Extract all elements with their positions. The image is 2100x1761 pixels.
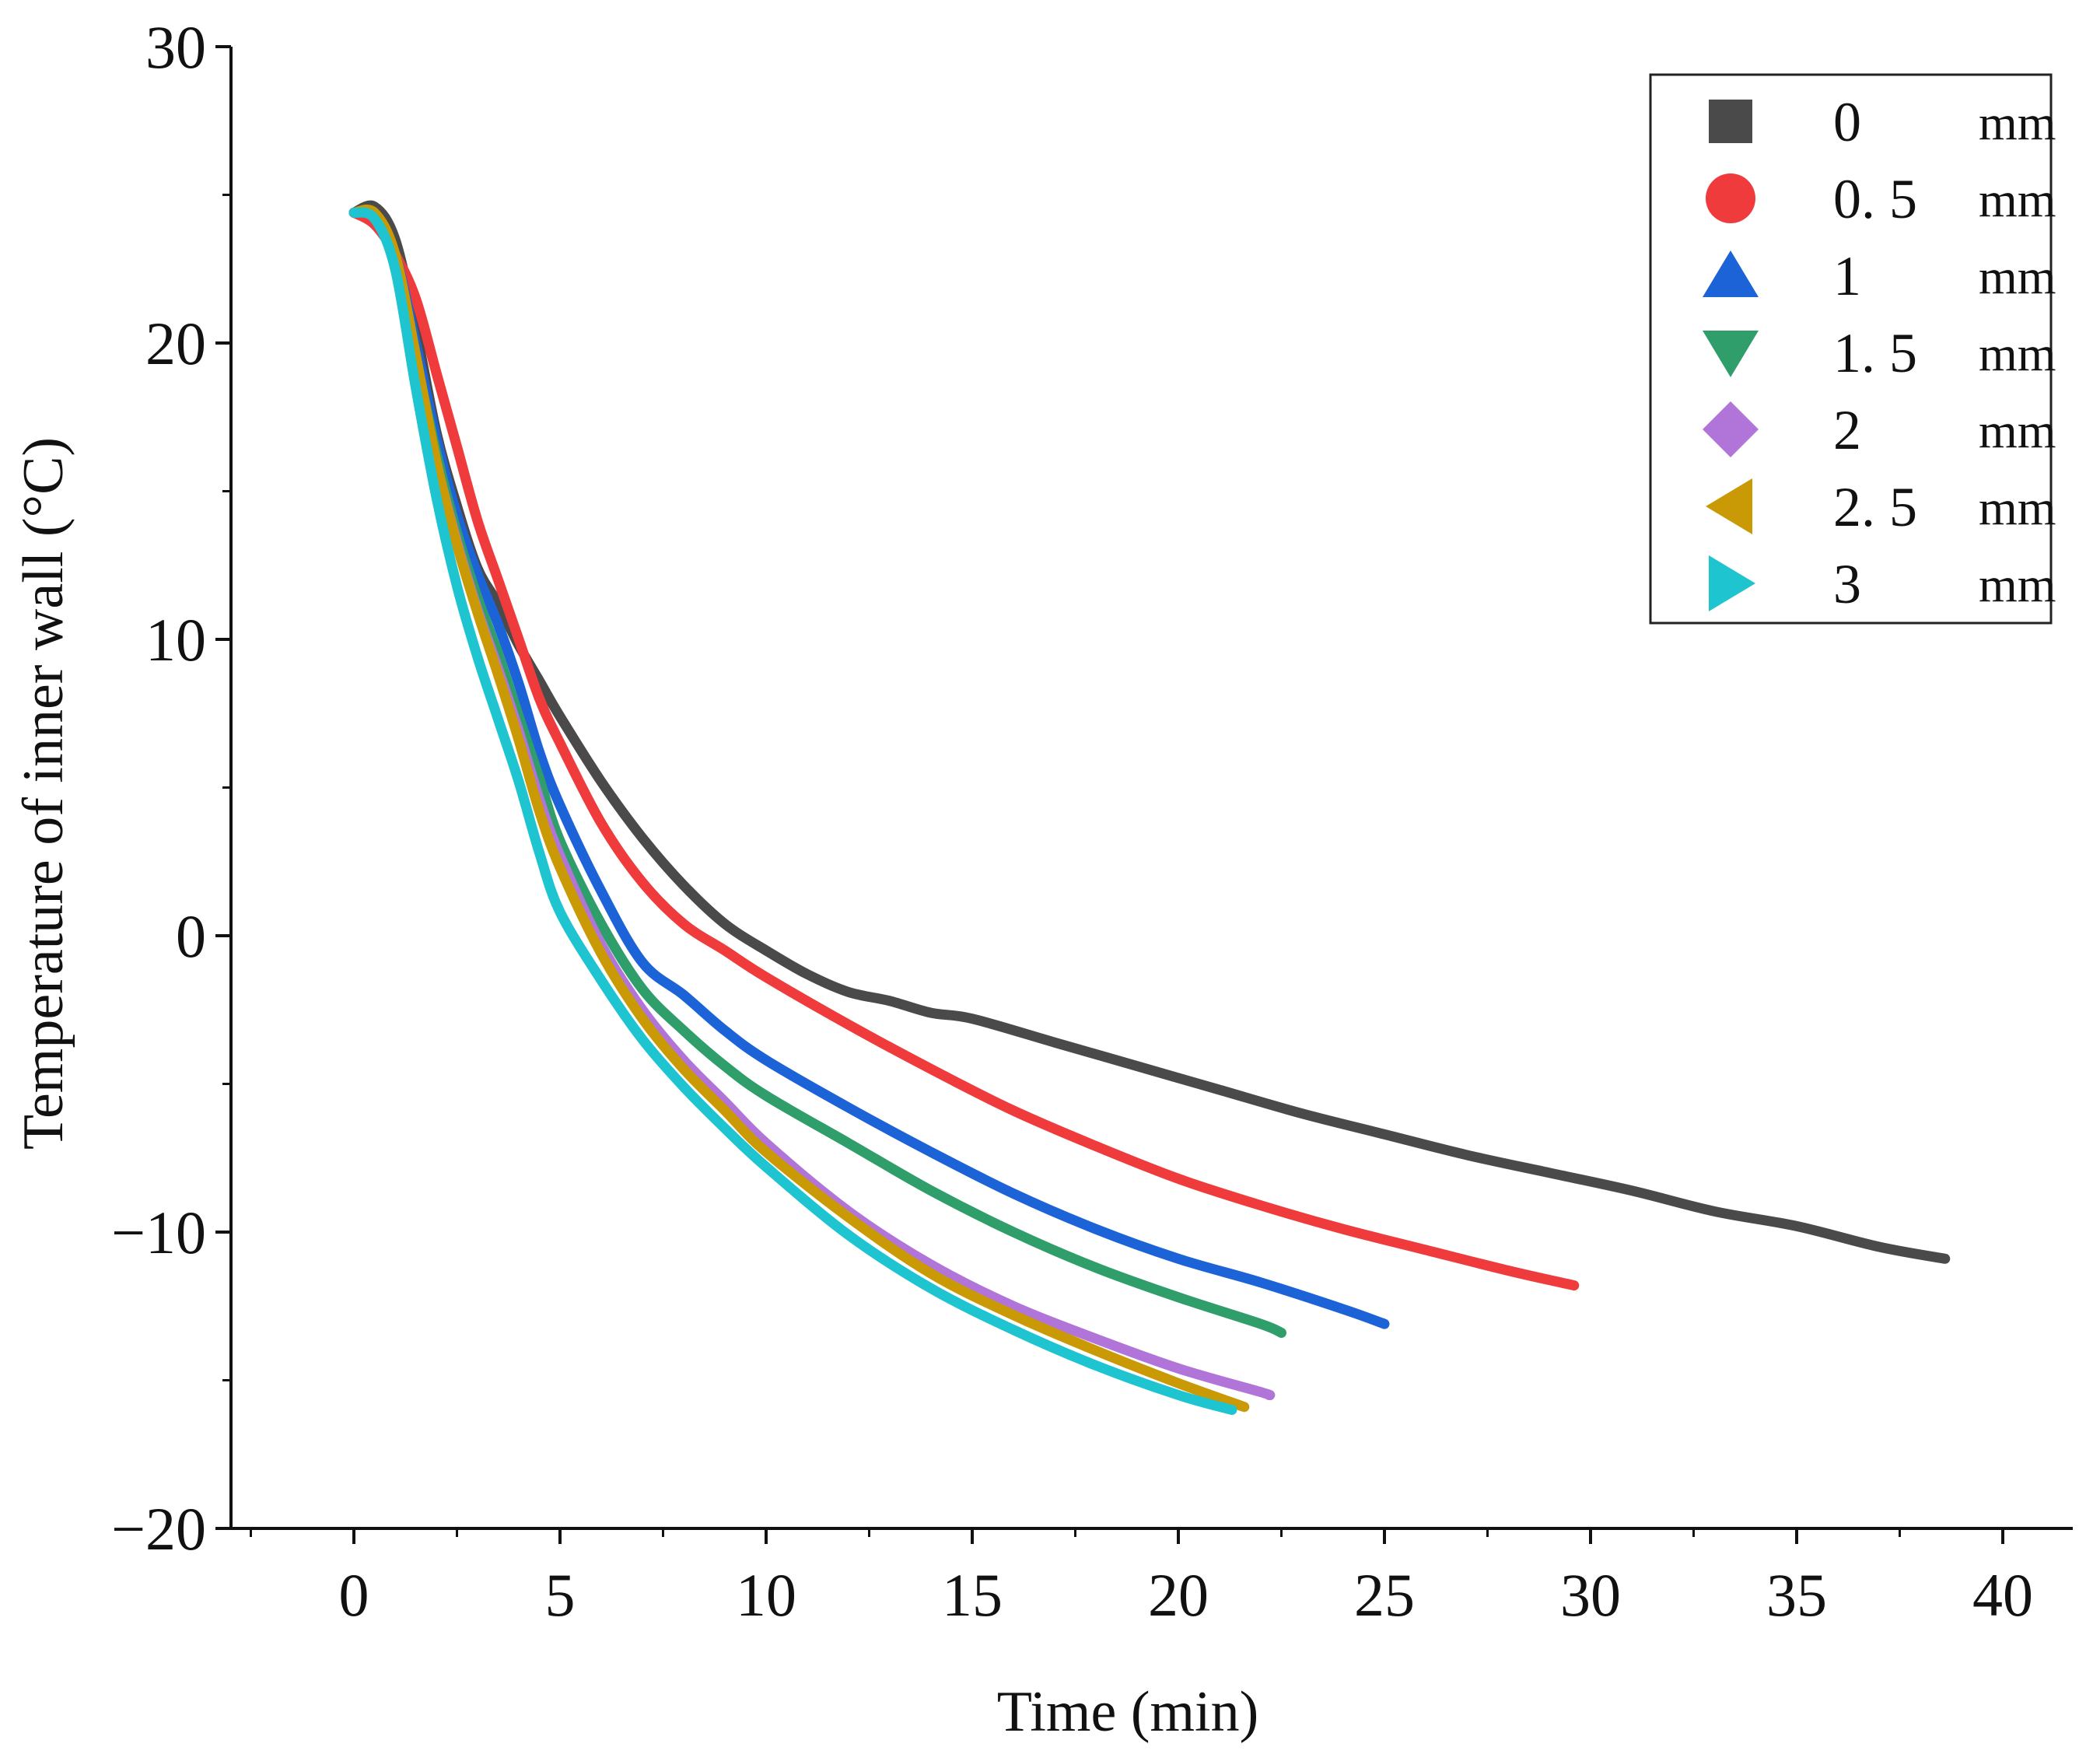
legend-unit: mm — [1979, 403, 2056, 458]
y-tick-label: 30 — [145, 13, 206, 81]
legend-label: 1 — [1833, 245, 1861, 307]
legend-unit: mm — [1979, 95, 2056, 150]
series-layer — [348, 200, 1951, 1416]
y-tick-label: 10 — [145, 606, 206, 674]
legend-unit: mm — [1979, 557, 2056, 612]
x-tick-label: 35 — [1766, 1561, 1827, 1629]
legend-label: 0. 5 — [1833, 168, 1917, 230]
x-axis-title: Time (min) — [997, 1680, 1258, 1744]
x-tick-label: 0 — [339, 1561, 369, 1629]
series-line-0-5-mm — [348, 207, 1580, 1291]
legend-marker-square — [1709, 100, 1752, 143]
legend-marker-triangle-left — [1706, 478, 1752, 534]
series-line-2-mm — [348, 206, 1276, 1401]
legend-label: 1. 5 — [1833, 322, 1917, 384]
legend: 0 mm 0. 5 mm 1 mm 1. 5 mm 2 mm 2. 5 mm 3 mm — [1649, 73, 2056, 625]
x-tick-label: 25 — [1354, 1561, 1415, 1629]
legend-marker-triangle-right — [1709, 555, 1755, 611]
legend-unit: mm — [1979, 249, 2056, 304]
legend-marker-diamond — [1703, 401, 1759, 457]
y-axis-title: Temperature of inner wall (°C) — [12, 437, 75, 1150]
legend-unit: mm — [1979, 326, 2056, 381]
legend-label: 2. 5 — [1833, 476, 1917, 538]
legend-marker-triangle-down — [1703, 331, 1759, 377]
y-tick-label: 20 — [145, 310, 206, 377]
x-tick-label: 30 — [1560, 1561, 1621, 1629]
legend-marker-triangle-up — [1703, 250, 1759, 297]
x-tick-label: 10 — [736, 1561, 796, 1629]
legend-label: 0 — [1833, 91, 1861, 153]
x-tick-label: 20 — [1148, 1561, 1209, 1629]
legend-label: 3 — [1833, 553, 1861, 615]
y-tick-label: −10 — [111, 1199, 206, 1266]
y-tick-label: −20 — [111, 1495, 206, 1563]
legend-label: 2 — [1833, 399, 1861, 461]
y-tick-label: 0 — [176, 902, 206, 970]
series-line-2-5-mm — [348, 204, 1250, 1413]
x-tick-label: 5 — [545, 1561, 576, 1629]
x-tick-label: 15 — [942, 1561, 1003, 1629]
legend-unit: mm — [1979, 480, 2056, 535]
x-tick-label: 40 — [1972, 1561, 2033, 1629]
legend-marker-circle — [1706, 173, 1755, 223]
legend-unit: mm — [1979, 172, 2056, 227]
series-line-3-mm — [348, 207, 1237, 1416]
